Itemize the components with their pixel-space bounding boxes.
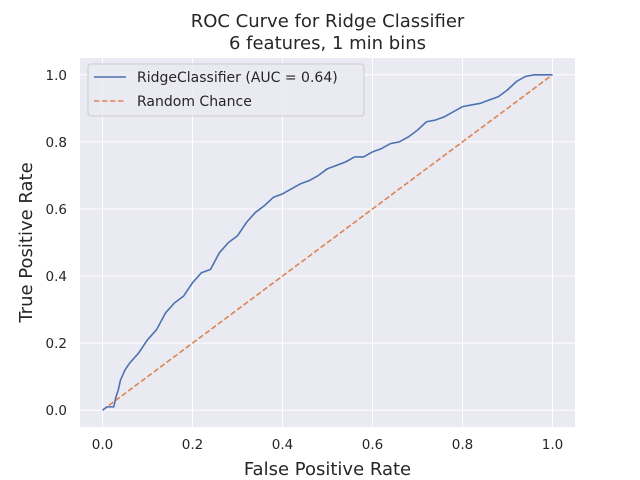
x-tick-label: 0.0 [92,437,113,453]
x-tick-label: 0.4 [272,437,293,453]
x-tick-label: 0.2 [182,437,203,453]
y-tick-label: 1.0 [46,68,67,84]
x-axis-label: False Positive Rate [244,459,411,480]
legend: RidgeClassifier (AUC = 0.64) Random Chan… [87,63,365,117]
random-chance-line [102,74,553,411]
y-axis-label: True Positive Rate [16,162,37,323]
x-tick-label: 0.6 [362,437,383,453]
legend-label-ridge: RidgeClassifier (AUC = 0.64) [137,70,338,86]
chart-subtitle: 6 features, 1 min bins [229,33,426,54]
tick-labels: 0.0 0.2 0.4 0.6 0.8 1.0 0.0 0.2 0.4 0.6 0.8 1.0 [46,68,564,453]
x-tick-label: 1.0 [542,437,563,453]
y-tick-label: 0.8 [46,135,67,151]
y-tick-label: 0.0 [46,403,67,419]
series-layer [102,73,553,411]
legend-label-random: Random Chance [137,94,252,110]
y-tick-label: 0.2 [46,336,67,352]
y-tick-label: 0.6 [46,202,67,218]
chart-title: ROC Curve for Ridge Classifier [191,11,465,32]
x-tick-label: 0.8 [452,437,473,453]
legend-box [87,63,365,117]
roc-curve-line [102,73,553,411]
y-tick-label: 0.4 [46,269,67,285]
